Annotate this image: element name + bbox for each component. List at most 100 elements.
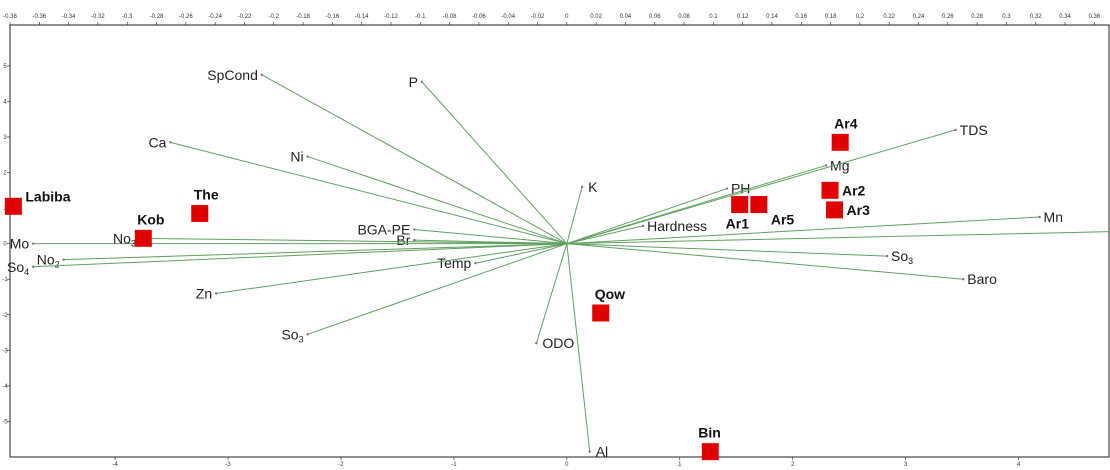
vector-tip xyxy=(641,224,645,228)
site-label: Bin xyxy=(698,425,721,441)
bottom-tick-label: 3 xyxy=(904,462,908,468)
vector-tip xyxy=(962,278,965,281)
top-tick-label: -0.12 xyxy=(384,14,398,20)
site-label: Ar3 xyxy=(847,202,871,218)
vector-label: P xyxy=(409,74,418,90)
left-tick-label: -5 xyxy=(2,419,8,425)
top-tick-label: 0.14 xyxy=(766,14,778,20)
plot-frame xyxy=(9,24,1110,458)
vector-tip xyxy=(31,265,35,268)
site-marker-ar5 xyxy=(750,196,768,214)
vector-label: Al xyxy=(596,444,608,460)
top-tick-label: -0.18 xyxy=(296,14,310,20)
top-tick-label: -0.04 xyxy=(501,14,515,20)
site-markers: Labiba Kob The Ar4 Ar2 Ar1 Ar5 Ar3 Qow Bin xyxy=(4,115,871,461)
vector-ca xyxy=(170,141,567,245)
top-tick-label: 0.34 xyxy=(1059,14,1071,20)
vector-tip xyxy=(580,185,584,188)
top-axis: -0.38 -0.36 -0.34 -0.32 -0.3 -0.28 -0.26 -0.24 -… xyxy=(3,14,1101,25)
vector-label: So3 xyxy=(891,248,913,266)
site-marker-labiba xyxy=(4,197,22,215)
top-tick-label: -0.34 xyxy=(62,14,76,20)
site-label: Ar1 xyxy=(726,216,750,232)
site-marker-the xyxy=(191,204,209,222)
vector-label: Hardness xyxy=(647,218,707,234)
left-tick-label: -2 xyxy=(2,313,8,319)
top-tick-label: -0.38 xyxy=(3,14,17,20)
top-tick-label: -0.08 xyxy=(443,14,457,20)
bottom-tick-label: 0 xyxy=(565,462,569,468)
left-tick-label: 3 xyxy=(3,135,7,141)
vector-temp xyxy=(475,243,567,264)
vector-spcond xyxy=(261,74,568,245)
vector-label: Temp xyxy=(437,255,471,271)
vector-tip xyxy=(306,333,309,336)
vector-label: K xyxy=(588,179,598,195)
site-label: Qow xyxy=(595,286,625,302)
top-tick-label: -0.02 xyxy=(531,14,545,20)
top-tick-label: -0.3 xyxy=(122,14,133,20)
vector-p xyxy=(421,81,568,245)
site-marker-kob xyxy=(134,229,152,247)
vector-label: ODO xyxy=(542,335,574,351)
top-tick-label: 0.22 xyxy=(883,14,895,20)
vector-tip xyxy=(214,292,218,295)
vector-zn xyxy=(216,243,567,294)
vector-tip xyxy=(169,141,172,144)
top-tick-label: 0.08 xyxy=(678,14,690,20)
vector-tds xyxy=(566,129,956,245)
vector-label: Ca xyxy=(148,134,166,150)
vector-ni xyxy=(307,156,568,245)
site-label: Kob xyxy=(137,211,164,227)
bottom-tick-label: 2 xyxy=(791,462,795,468)
site-marker-qow xyxy=(592,304,610,322)
vector-tip xyxy=(474,262,477,265)
vector-k xyxy=(566,186,583,244)
vector-label: TDS xyxy=(960,122,988,138)
site-label: Labiba xyxy=(25,188,70,204)
vector-tip xyxy=(31,242,35,245)
bottom-tick-label: 1 xyxy=(678,462,682,468)
vector-label: Baro xyxy=(967,271,997,287)
top-tick-label: 0.36 xyxy=(1089,14,1101,20)
bottom-tick-label: -4 xyxy=(112,462,118,468)
vector-label: PH xyxy=(731,181,750,197)
vector-mn xyxy=(566,216,1040,245)
vector-tip xyxy=(260,73,264,76)
vector-baro xyxy=(566,243,964,280)
vector-odo xyxy=(535,243,568,344)
vector-label: Zn xyxy=(196,285,212,301)
left-tick-label: 2 xyxy=(3,171,7,177)
top-tick-label: -0.1 xyxy=(415,14,426,20)
vector-label: BGA-PE xyxy=(357,221,410,237)
vector-bga-pe xyxy=(414,228,567,245)
site-marker-ar4 xyxy=(831,133,849,151)
bottom-tick-label: -1 xyxy=(451,462,457,468)
top-tick-label: 0.06 xyxy=(649,14,661,20)
vector-label: No3 xyxy=(113,230,136,248)
vector-so3 xyxy=(307,243,568,335)
top-tick-label: 0.18 xyxy=(825,14,837,20)
vector-tip xyxy=(954,128,957,132)
site-marker-ar3 xyxy=(826,201,844,219)
vector-label: Mn xyxy=(1044,209,1063,225)
bottom-tick-label: 4 xyxy=(1017,462,1021,468)
left-tick-label: -4 xyxy=(2,384,8,390)
variable-vectors: SpCondPCaNiKPHMgTDSHardnessMnCuBGA-PEBrM… xyxy=(7,67,1110,460)
top-tick-label: -0.22 xyxy=(238,14,252,20)
bottom-tick-label: -3 xyxy=(225,462,231,468)
vector-so3 xyxy=(566,243,888,257)
vector-cu xyxy=(566,231,1110,245)
bottom-axis: -4 -3 -2 -1 0 1 2 3 4 xyxy=(112,457,1021,468)
vector-tip xyxy=(725,187,729,190)
vector-ph xyxy=(566,188,728,245)
site-label: Ar2 xyxy=(842,182,866,198)
site-label: The xyxy=(194,186,219,202)
vector-tip xyxy=(62,258,65,261)
vector-tip xyxy=(824,164,828,167)
top-tick-label: 0 xyxy=(565,14,569,20)
vector-tip xyxy=(885,254,889,258)
vector-so4 xyxy=(33,243,567,268)
left-tick-label: -1 xyxy=(2,277,8,283)
top-tick-label: 0.1 xyxy=(709,14,718,20)
